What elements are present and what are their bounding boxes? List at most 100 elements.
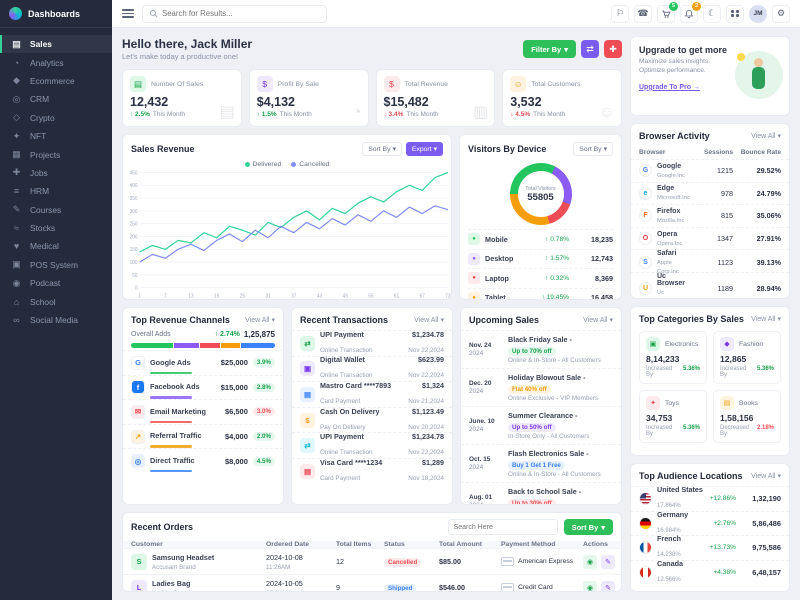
sidebar-item[interactable]: ▦ Projects	[0, 145, 112, 163]
sidebar-item[interactable]: ♥ Medical	[0, 237, 112, 255]
sidebar-item[interactable]: ▣ POS System	[0, 256, 112, 274]
stat-card[interactable]: ▤ Number Of Sales 12,432 ↑ 2.5% This Mon…	[122, 69, 242, 127]
device-row[interactable]: ● Desktop ↑ 1.57% 12,743	[468, 248, 613, 269]
sidebar-item[interactable]: ∞ Social Media	[0, 311, 112, 329]
browser-row[interactable]: U Uc Browser Uc Browser.Inc 1189 28.94%	[631, 271, 789, 296]
transaction-row[interactable]: ▤ Visa Card ****1234 Card Payment $1,289 N…	[292, 458, 452, 484]
browser-row[interactable]: F Firefox Mozilla.Inc 815 35.06%	[631, 204, 789, 227]
category-tile[interactable]: ▣ Electronics 8,14,233 Increased By 5.36%	[639, 331, 707, 384]
filter-by-button[interactable]: Filter By ▾	[523, 40, 576, 58]
category-tile[interactable]: ▤ Books 1,58,156 Decreased By 2.18%	[713, 390, 781, 443]
transactions-view-all[interactable]: View All ▾	[414, 316, 444, 325]
transaction-row[interactable]: ⇄ UPI Payment Online Transaction $1,234.7…	[292, 330, 452, 356]
notifications-button[interactable]: 2	[680, 1, 701, 23]
transaction-row[interactable]: $ Cash On Delivery Pay On Delivery $1,123…	[292, 407, 452, 433]
category-tile[interactable]: ◆ Fashion 12,865 Increased By 5.36%	[713, 331, 781, 384]
upcoming-sale-row[interactable]: Dec. 20 2024 Holiday Blowout Sale - Flat 4…	[461, 368, 621, 406]
table-row[interactable]: S Samsung Headset Accusam Brand 2024-10-0…	[123, 548, 621, 574]
sidebar-item[interactable]: ◆ Ecommerce	[0, 72, 112, 90]
browser-row[interactable]: e Edge Microsoft.Inc 978 24.79%	[631, 181, 789, 205]
channel-row[interactable]: ◎ Direct Traffic $8,000 4.5%	[123, 448, 283, 473]
sales-revenue-line-chart[interactable]: 0 50 100 150 200 250 300 350 400 450 1 7 13 19 25 31 37 4…	[123, 168, 451, 299]
upcoming-sale-row[interactable]: Aug. 01 2024 Back to School Sale - Up to 3…	[461, 482, 621, 504]
device-row[interactable]: ● Laptop ↑ 0.32% 8,369	[468, 268, 613, 288]
sidebar-item[interactable]: ◎ CRM	[0, 90, 112, 108]
dark-mode-button[interactable]: ☾	[703, 4, 721, 23]
search-input[interactable]	[162, 9, 320, 18]
edit-order-button[interactable]: ✎	[601, 580, 615, 591]
sidebar-item[interactable]: ✚ Jobs	[0, 164, 112, 182]
stat-card[interactable]: ☺ Total Customers 3,532 ↓ 4.5% This Mont…	[502, 69, 622, 127]
sidebar-item[interactable]: ⌂ School	[0, 292, 112, 310]
channel-row[interactable]: G Google Ads $25,000 3.9%	[123, 350, 283, 375]
channel-row[interactable]: ↗ Referral Traffic $4,000 2.0%	[123, 423, 283, 449]
settings-button[interactable]: ⚙	[772, 4, 790, 23]
device-row[interactable]: ● Tablet ↑ 19.45% 16,458	[468, 287, 613, 299]
stat-card[interactable]: $ Profit By Sale $4,132 ↑ 1.5% This Mont…	[248, 69, 369, 127]
edit-order-button[interactable]: ✎	[601, 554, 615, 569]
sidebar-item[interactable]: ▤ Sales	[0, 35, 112, 54]
transaction-row[interactable]: ▣ Digital Wallet Online Transaction $623.…	[292, 355, 452, 382]
categories-view-all[interactable]: View All ▾	[751, 315, 781, 324]
browser-row[interactable]: G Google Google.Inc 1215 29.52%	[631, 159, 789, 182]
location-row[interactable]: United States 17.864% +12.86% 1,32,190	[631, 485, 789, 511]
view-order-button[interactable]: ◉	[583, 554, 597, 569]
browsers-view-all[interactable]: View All ▾	[751, 132, 781, 141]
sidebar-item[interactable]: ◉ Podcast	[0, 274, 112, 292]
orders-column-header[interactable]: Actions	[583, 541, 608, 548]
cart-button[interactable]: 5	[657, 1, 678, 23]
upcoming-sale-row[interactable]: Nov. 24 2024 Black Friday Sale - Up to 70%…	[461, 330, 621, 368]
country-trend: +13.73%	[709, 544, 736, 552]
browser-row[interactable]: S Safari Apple Corp.Inc 1123 39.13%	[631, 249, 789, 275]
orders-column-header[interactable]: Payment Method	[501, 541, 556, 548]
device-icon: ●	[468, 233, 480, 246]
revenue-sort-button[interactable]: Sort By ▾	[362, 142, 402, 156]
add-action-button[interactable]: ✚	[604, 40, 622, 58]
revenue-export-button[interactable]: Export ▾	[405, 142, 443, 156]
stat-card[interactable]: $ Total Revenue $15,482 ↓ 3.4% This Mont…	[375, 69, 496, 127]
location-row[interactable]: French 14.238% +13.73% 9,75,586	[631, 534, 789, 560]
sidebar-item[interactable]: ≡ HRM	[0, 182, 112, 200]
sidebar-item[interactable]: ≈ Stocks	[0, 219, 112, 237]
transaction-row[interactable]: ▤ Mastro Card ****7893 Card Payment $1,32…	[292, 381, 452, 407]
category-tile[interactable]: ✦ Toys 34,753 Increased By 5.36%	[639, 390, 707, 443]
hamburger-menu-icon[interactable]	[122, 9, 134, 18]
logo[interactable]: Dashboards	[0, 0, 112, 28]
phone-button[interactable]: ☎	[634, 4, 652, 23]
cart-badge: 5	[669, 1, 678, 11]
orders-search-input[interactable]	[453, 523, 552, 531]
visitors-donut-chart[interactable]: Total Visitors 55805	[509, 163, 572, 225]
sidebar-item[interactable]: ◔ Analytics	[0, 53, 112, 71]
sidebar-item[interactable]: ✎ Courses	[0, 201, 112, 219]
stat-trend: ↓ 4.5%	[510, 111, 531, 118]
location-row[interactable]: Canada 12.566% +4.38% 6,48,157	[631, 559, 789, 585]
upcoming-sale-row[interactable]: June. 10 2024 Summer Clearance - Up to 50%…	[461, 406, 621, 444]
avatar[interactable]: JM	[749, 4, 767, 23]
table-row[interactable]: L Ladies Bag Vellirim Brand 2024-10-05 10:…	[123, 574, 621, 591]
orders-column-header[interactable]: Total Amount	[439, 541, 483, 548]
orders-sort-button[interactable]: Sort By ▾	[563, 519, 613, 535]
transaction-row[interactable]: ⇄ UPI Payment Online Transaction $1,234.7…	[292, 432, 452, 458]
swap-action-button[interactable]: ⇄	[581, 40, 599, 58]
upcoming-sale-row[interactable]: Oct. 15 2024 Flash Electronics Sale - Buy …	[461, 444, 621, 482]
upcoming-view-all[interactable]: View All ▾	[583, 316, 613, 325]
language-flag-button[interactable]: ⚐	[611, 4, 629, 23]
channel-row[interactable]: f Facebook Ads $15,000 2.8%	[123, 374, 283, 400]
sidebar-item[interactable]: ✦ NFT	[0, 127, 112, 145]
orders-column-header[interactable]: Total Items	[336, 541, 372, 548]
device-row[interactable]: ● Mobile ↑ 0.78% 18,235	[468, 229, 613, 249]
location-row[interactable]: Germany 16.984% +2.76% 5,86,486	[631, 510, 789, 536]
orders-column-header[interactable]: Status	[384, 541, 405, 548]
browser-row[interactable]: O Opera Opera.Inc 1347 27.91%	[631, 226, 789, 250]
channels-view-all[interactable]: View All ▾	[245, 316, 275, 325]
upgrade-cta-link[interactable]: Upgrade To Pro →	[639, 83, 700, 91]
orders-column-header[interactable]: Customer	[131, 541, 163, 548]
visitors-sort-button[interactable]: Sort By ▾	[573, 142, 613, 156]
sidebar-item[interactable]: ◇ Crypto	[0, 109, 112, 127]
view-order-button[interactable]: ◉	[583, 580, 597, 591]
channel-row[interactable]: ✉ Email Marketing $6,500 3.0%	[123, 399, 283, 424]
locations-view-all[interactable]: View All ▾	[751, 472, 781, 481]
orders-column-header[interactable]: Ordered Date	[266, 541, 310, 548]
apps-button[interactable]	[726, 4, 744, 23]
total-visitors-value: 55805	[527, 191, 554, 203]
